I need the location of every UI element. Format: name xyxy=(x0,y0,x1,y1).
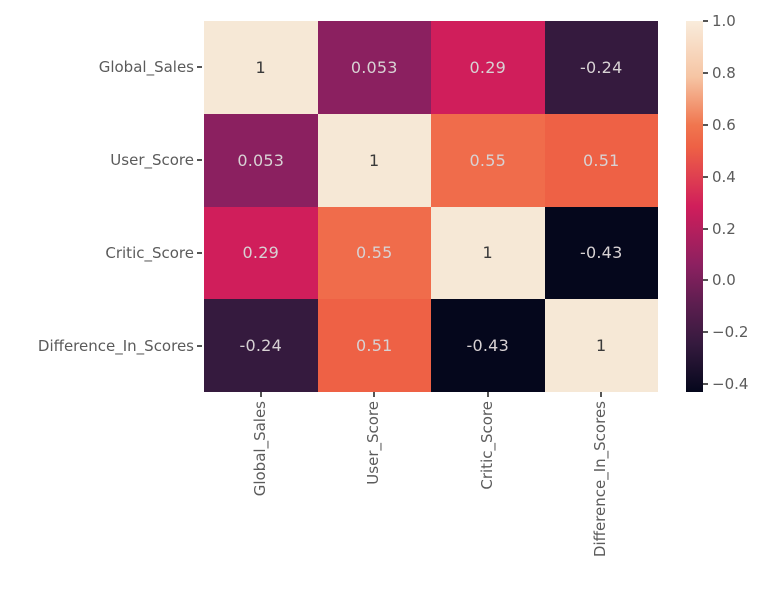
heatmap-cell-Global_Sales-Global_Sales: 1 xyxy=(204,21,318,114)
y-axis-tick xyxy=(197,159,202,162)
colorbar-tick xyxy=(703,20,708,22)
colorbar-tick-label-1.0: 1.0 xyxy=(712,12,736,30)
colorbar-tick xyxy=(703,227,708,230)
y-axis-tick xyxy=(197,251,202,254)
heatmap-cell-User_Score-Critic_Score: 0.55 xyxy=(431,113,545,207)
y-axis-tick xyxy=(197,66,202,69)
colorbar-tick-label-−0.4: −0.4 xyxy=(712,375,749,394)
y-axis-label-User_Score: User_Score xyxy=(110,151,194,170)
x-axis-tick xyxy=(259,392,262,397)
heatmap-cell-Difference_In_Scores-Difference_In_Scores: 1 xyxy=(544,299,658,392)
heatmap-cell-User_Score-Global_Sales: 0.053 xyxy=(204,113,318,207)
x-axis-label-Critic_Score: Critic_Score xyxy=(477,401,496,490)
x-axis-tick xyxy=(486,392,489,397)
colorbar-gradient xyxy=(686,21,703,392)
heatmap-cell-Global_Sales-Critic_Score: 0.29 xyxy=(431,21,545,114)
heatmap-cell-Difference_In_Scores-User_Score: 0.51 xyxy=(317,299,431,392)
heatmap-cell-Global_Sales-User_Score: 0.053 xyxy=(317,21,431,114)
colorbar-tick-label-0.8: 0.8 xyxy=(712,63,736,82)
colorbar-tick-label-−0.2: −0.2 xyxy=(712,323,749,342)
x-axis-tick xyxy=(600,392,603,397)
heatmap-cell-Difference_In_Scores-Global_Sales: -0.24 xyxy=(204,299,318,392)
colorbar-tick xyxy=(703,175,708,178)
colorbar-tick xyxy=(703,331,708,334)
colorbar-tick xyxy=(703,71,708,74)
y-axis-label-Difference_In_Scores: Difference_In_Scores xyxy=(37,336,194,355)
colorbar-tick-label-0.0: 0.0 xyxy=(712,271,736,290)
heatmap-grid: 1 0.053 0.29 -0.24 0.053 1 0.55 0.51 0.29 0.55 1 -0… xyxy=(204,21,658,392)
x-axis-label-Global_Sales: Global_Sales xyxy=(250,401,269,497)
heatmap-cell-Critic_Score-User_Score: 0.55 xyxy=(317,206,431,300)
y-axis-tick xyxy=(197,344,202,347)
colorbar-tick-label-0.2: 0.2 xyxy=(712,219,736,238)
colorbar-tick xyxy=(703,383,708,386)
heatmap-cell-Difference_In_Scores-Critic_Score: -0.43 xyxy=(431,299,545,392)
y-axis-label-Critic_Score: Critic_Score xyxy=(105,243,194,262)
colorbar-tick-label-0.4: 0.4 xyxy=(712,167,736,186)
heatmap-cell-Critic_Score-Critic_Score: 1 xyxy=(431,206,545,300)
colorbar-tick-label-0.6: 0.6 xyxy=(712,115,736,134)
heatmap-cell-Critic_Score-Difference_In_Scores: -0.43 xyxy=(544,206,658,300)
x-axis-label-Difference_In_Scores: Difference_In_Scores xyxy=(591,401,610,558)
heatmap-cell-Global_Sales-Difference_In_Scores: -0.24 xyxy=(544,21,658,114)
heatmap-cell-User_Score-Difference_In_Scores: 0.51 xyxy=(544,113,658,207)
colorbar-tick xyxy=(703,123,708,126)
x-axis-label-User_Score: User_Score xyxy=(364,401,383,485)
heatmap-cell-Critic_Score-Global_Sales: 0.29 xyxy=(204,206,318,300)
heatmap-cell-User_Score-User_Score: 1 xyxy=(317,113,431,207)
x-axis-tick xyxy=(373,392,376,397)
colorbar-tick xyxy=(703,279,708,282)
y-axis-label-Global_Sales: Global_Sales xyxy=(98,58,194,77)
